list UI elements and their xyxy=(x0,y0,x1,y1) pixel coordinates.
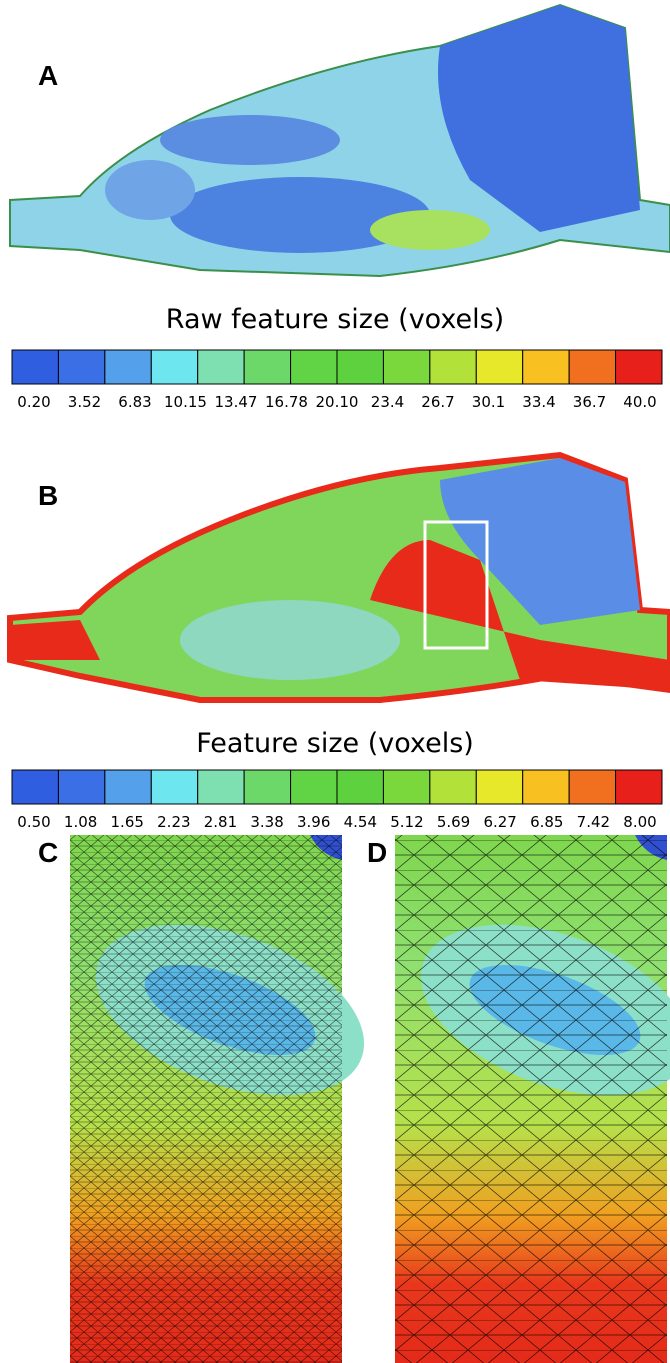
panel-label: A xyxy=(38,60,58,91)
panel-a: A xyxy=(10,5,670,276)
colorbar-label: 0.50 xyxy=(17,813,50,831)
colorbar-label: 5.12 xyxy=(390,813,423,831)
colorbar-segment xyxy=(244,350,290,384)
colorbar-title: Raw feature size (voxels) xyxy=(166,304,504,335)
panel-d: D xyxy=(367,835,670,1363)
colorbar-label: 1.65 xyxy=(111,813,144,831)
colorbar-label: 10.15 xyxy=(164,393,207,411)
colorbar-label: 30.1 xyxy=(472,393,505,411)
colorbar-segment xyxy=(616,770,662,804)
colorbar-segment xyxy=(430,770,476,804)
colorbar-segment xyxy=(569,350,615,384)
colorbar-label: 6.27 xyxy=(483,813,516,831)
colorbar-label: 13.47 xyxy=(215,393,258,411)
colorbar-segment xyxy=(616,350,662,384)
colorbar-label: 20.10 xyxy=(316,393,359,411)
colorbar-label: 6.83 xyxy=(118,393,151,411)
colorbar-segment xyxy=(291,350,337,384)
colorbar-segment xyxy=(337,350,383,384)
colorbar-segment xyxy=(476,770,522,804)
colorbar-segment xyxy=(12,350,58,384)
colorbar-label: 1.08 xyxy=(64,813,97,831)
colorbar-label: 2.23 xyxy=(157,813,190,831)
panel-label: C xyxy=(38,837,58,868)
colorbar-segment xyxy=(383,350,429,384)
colorbar-label: 23.4 xyxy=(371,393,404,411)
panel-b: B xyxy=(10,455,670,700)
colorbar-label: 2.81 xyxy=(204,813,237,831)
colorbar-title: Feature size (voxels) xyxy=(196,728,474,759)
colorbar-label: 4.54 xyxy=(344,813,377,831)
colorbar-label: 5.69 xyxy=(437,813,470,831)
colorbar-segment xyxy=(105,770,151,804)
colorbar-segment xyxy=(523,350,569,384)
colorbar-label: 6.85 xyxy=(530,813,563,831)
colorbar-segment xyxy=(569,770,615,804)
colorbar-segment xyxy=(337,770,383,804)
colorbar-segment xyxy=(244,770,290,804)
colorbar-label: 3.38 xyxy=(250,813,283,831)
colorbar-label: 40.0 xyxy=(623,393,656,411)
colorbar-segment xyxy=(151,350,197,384)
colorbar-label: 36.7 xyxy=(573,393,606,411)
colorbar-label: 3.52 xyxy=(68,393,101,411)
colorbar-label: 0.20 xyxy=(17,393,50,411)
colorbar-segment xyxy=(291,770,337,804)
colorbar-segment xyxy=(476,350,522,384)
colorbar-segment xyxy=(198,350,244,384)
colorbar-label: 3.96 xyxy=(297,813,330,831)
colorbar-segment xyxy=(198,770,244,804)
panel-c: C xyxy=(38,835,387,1363)
figure: A Raw feature size (voxels) 0.20 3.52 6.83… xyxy=(0,0,670,1363)
colorbar-segment xyxy=(151,770,197,804)
colorbar: 0.50 1.08 1.65 2.23 2.81 3.38 3.96 4.54 5.12 5.69… xyxy=(12,770,662,831)
colorbar-label: 33.4 xyxy=(522,393,555,411)
panel-label: B xyxy=(38,480,58,511)
colorbar-segment xyxy=(523,770,569,804)
colorbar: 0.20 3.52 6.83 10.15 13.47 16.78 20.10 23.4 26.7… xyxy=(12,350,662,411)
colorbar-segment xyxy=(383,770,429,804)
colorbar-label: 26.7 xyxy=(421,393,454,411)
panel-label: D xyxy=(367,837,387,868)
colorbar-segment xyxy=(12,770,58,804)
colorbar-segment xyxy=(105,350,151,384)
colorbar-label: 16.78 xyxy=(265,393,308,411)
colorbar-segment xyxy=(430,350,476,384)
colorbar-segment xyxy=(58,350,104,384)
colorbar-label: 7.42 xyxy=(577,813,610,831)
colorbar-label: 8.00 xyxy=(623,813,656,831)
colorbar-segment xyxy=(58,770,104,804)
